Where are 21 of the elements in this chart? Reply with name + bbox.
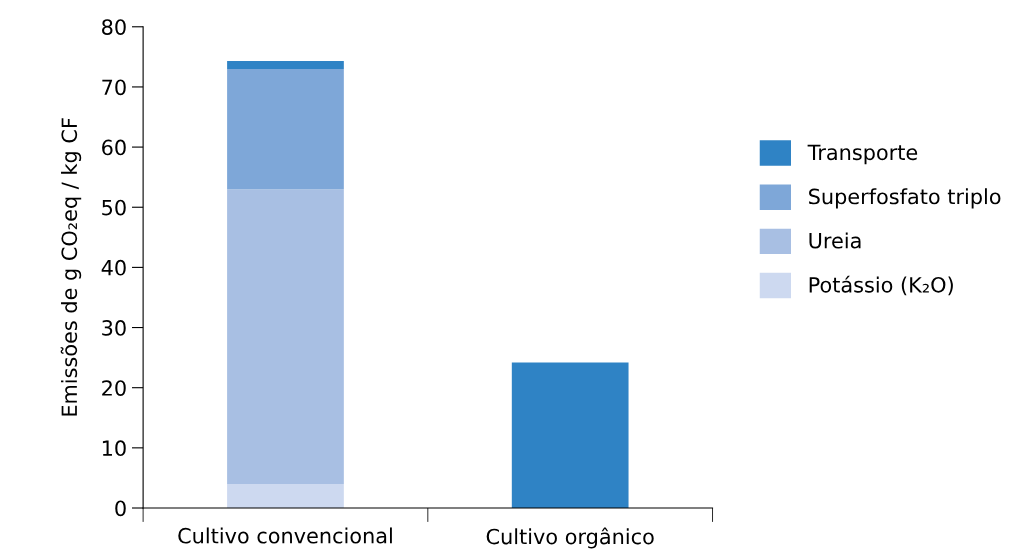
y-tick-label: 80 [102,19,126,35]
y-tick-label: 70 [102,79,126,96]
legend-label: Transporte [807,144,918,165]
x-tick-label: Cultivo orgânico [486,527,654,549]
y-axis-title: Emissões de g CO₂eq / kg CF [60,118,82,416]
y-tick-label: 20 [102,380,126,396]
legend-label: Superfosfato triplo [809,188,1001,209]
y-tick-label: 30 [102,320,126,336]
bar [511,362,629,508]
bar [227,483,344,508]
bar [227,189,344,484]
bar [227,68,344,190]
y-tick-label: 0 [115,500,126,517]
y-tick-label: 10 [102,440,126,457]
legend-label: Ureia [809,232,861,249]
bar [227,61,344,69]
y-tick-label: 50 [102,199,126,216]
y-tick-label: 60 [102,139,126,156]
x-tick-label: Cultivo convencional [178,527,392,544]
y-tick-label: 40 [101,259,126,276]
legend-label: Potássio (K₂O) [809,275,953,296]
